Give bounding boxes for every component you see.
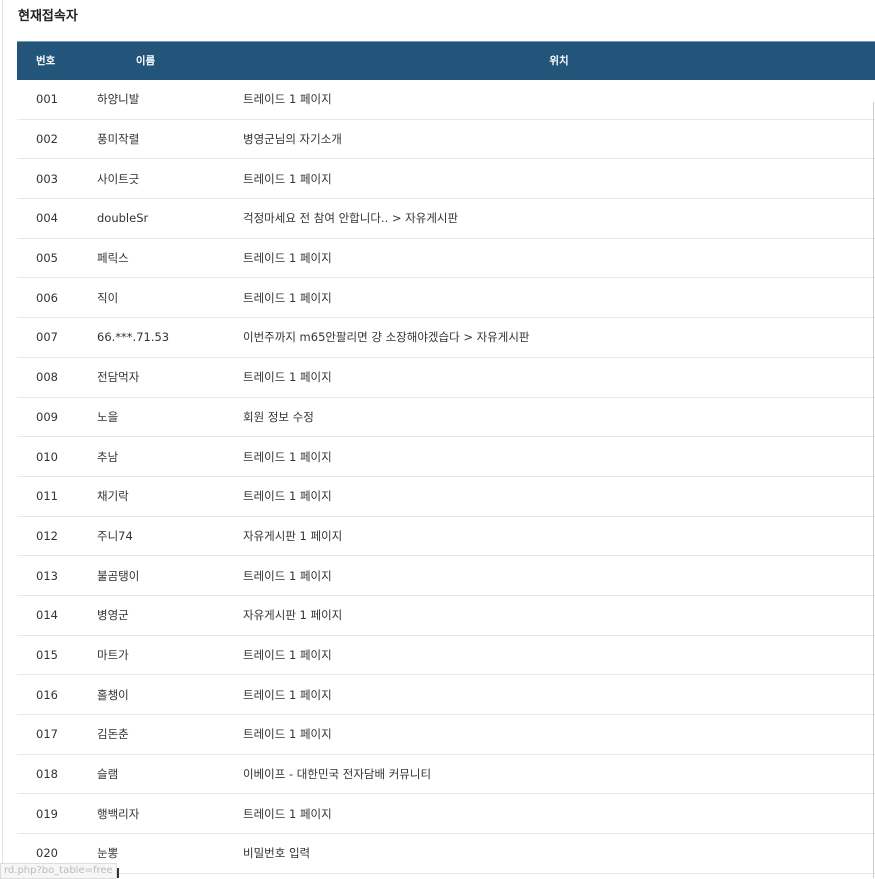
user-name[interactable]: 66.***.71.53 xyxy=(97,330,170,345)
table-row: 015 마트가 트레이드 1 페이지 xyxy=(17,635,875,675)
row-number: 015 xyxy=(36,647,58,662)
user-name[interactable]: 행백리자 xyxy=(97,806,140,821)
user-location[interactable]: 회원 정보 수정 xyxy=(243,409,314,424)
table-row: 008 전담먹자 트레이드 1 페이지 xyxy=(17,357,875,397)
table-row: 018 슬램 이베이프 - 대한민국 전자담배 커뮤니티 xyxy=(17,754,875,794)
table-row: 020 눈뽕 비밀번호 입력 xyxy=(17,834,875,874)
row-number: 013 xyxy=(36,568,58,583)
table-row: 010 추남 트레이드 1 페이지 xyxy=(17,437,875,477)
user-name[interactable]: 노을 xyxy=(97,409,119,424)
table-row: 012 주니74 자유게시판 1 페이지 xyxy=(17,516,875,556)
user-name[interactable]: 김돈춘 xyxy=(97,727,129,742)
user-location[interactable]: 트레이드 1 페이지 xyxy=(243,489,332,504)
scroll-edge xyxy=(873,102,874,878)
table-row: 017 김돈춘 트레이드 1 페이지 xyxy=(17,715,875,755)
user-name[interactable]: 홀챙이 xyxy=(97,687,129,702)
row-number: 018 xyxy=(36,767,58,782)
column-header-name: 이름 xyxy=(135,55,156,68)
table-row: 003 사이트긋 트레이드 1 페이지 xyxy=(17,159,875,199)
user-name[interactable]: 전담먹자 xyxy=(97,370,140,385)
user-name[interactable]: 풍미작렬 xyxy=(97,132,140,147)
row-number: 016 xyxy=(36,687,58,702)
row-number: 010 xyxy=(36,449,58,464)
page-title: 현재접속자 xyxy=(18,9,78,24)
table-row: 009 노을 회원 정보 수정 xyxy=(17,397,875,437)
user-location[interactable]: 트레이드 1 페이지 xyxy=(243,449,332,464)
user-location[interactable]: 비밀번호 입력 xyxy=(243,846,311,861)
table-row: 001 하양니발 트레이드 1 페이지 xyxy=(17,80,875,120)
row-number: 020 xyxy=(36,846,58,861)
table-row: 011 채기락 트레이드 1 페이지 xyxy=(17,476,875,517)
user-location[interactable]: 트레이드 1 페이지 xyxy=(243,727,332,742)
row-number: 002 xyxy=(36,132,58,147)
user-name[interactable]: 병영군 xyxy=(97,608,129,623)
table-row: 007 66.***.71.53 이번주까지 m65안팔리면 걍 소장해야겠습다 >… xyxy=(17,318,875,358)
status-bar-url: rd.php?bo_table=free xyxy=(0,863,117,879)
user-location[interactable]: 자유게시판 1 페이지 xyxy=(243,608,343,623)
user-location[interactable]: 자유게시판 1 페이지 xyxy=(243,528,343,543)
user-location[interactable]: 트레이드 1 페이지 xyxy=(243,568,332,583)
table-header: 번호 이름 위치 xyxy=(17,41,875,80)
user-name[interactable]: 불곰탱이 xyxy=(97,568,140,583)
user-name[interactable]: 슬램 xyxy=(97,767,119,782)
user-name[interactable]: 채기락 xyxy=(97,489,129,504)
user-name[interactable]: 하양니발 xyxy=(97,92,140,107)
row-number: 014 xyxy=(36,608,58,623)
row-number: 019 xyxy=(36,806,58,821)
column-header-num: 번호 xyxy=(36,55,56,68)
text-cursor xyxy=(117,868,119,878)
user-name[interactable]: 추남 xyxy=(97,449,119,464)
row-number: 001 xyxy=(36,92,58,107)
row-number: 005 xyxy=(36,251,58,266)
row-number: 012 xyxy=(36,528,58,543)
table-row: 016 홀챙이 트레이드 1 페이지 xyxy=(17,675,875,715)
column-header-location: 위치 xyxy=(549,55,569,68)
user-name[interactable]: 눈뽕 xyxy=(97,846,119,861)
table-row: 013 불곰탱이 트레이드 1 페이지 xyxy=(17,556,875,596)
row-number: 003 xyxy=(36,171,58,186)
user-location[interactable]: 트레이드 1 페이지 xyxy=(243,647,332,662)
page-border xyxy=(2,0,3,878)
table-row: 006 직이 트레이드 1 페이지 xyxy=(17,278,875,318)
row-number: 017 xyxy=(36,727,58,742)
row-number: 007 xyxy=(36,330,58,345)
user-location[interactable]: 걱정마세요 전 참여 안합니다.. > 자유게시판 xyxy=(243,211,459,226)
user-name[interactable]: doubleSr xyxy=(97,211,149,226)
user-location[interactable]: 이번주까지 m65안팔리면 걍 소장해야겠습다 > 자유게시판 xyxy=(243,330,530,345)
user-name[interactable]: 마트가 xyxy=(97,647,129,662)
user-name[interactable]: 주니74 xyxy=(97,528,133,543)
table-row: 002 풍미작렬 병영군님의 자기소개 xyxy=(17,119,875,159)
user-location[interactable]: 트레이드 1 페이지 xyxy=(243,92,332,107)
user-location[interactable]: 트레이드 1 페이지 xyxy=(243,171,332,186)
user-location[interactable]: 이베이프 - 대한민국 전자담배 커뮤니티 xyxy=(243,767,432,782)
row-number: 006 xyxy=(36,290,58,305)
user-location[interactable]: 병영군님의 자기소개 xyxy=(243,132,342,147)
user-name[interactable]: 페릭스 xyxy=(97,251,129,266)
current-users-table: 번호 이름 위치 001 하양니발 트레이드 1 페이지 002 풍미작렬 병영군님의 자… xyxy=(17,41,875,874)
user-location[interactable]: 트레이드 1 페이지 xyxy=(243,251,332,266)
row-number: 011 xyxy=(36,489,58,504)
user-location[interactable]: 트레이드 1 페이지 xyxy=(243,370,332,385)
user-name[interactable]: 사이트긋 xyxy=(97,171,140,186)
row-number: 008 xyxy=(36,370,58,385)
table-row: 005 페릭스 트레이드 1 페이지 xyxy=(17,238,875,278)
row-number: 004 xyxy=(36,211,58,226)
table-row: 004 doubleSr 걱정마세요 전 참여 안합니다.. > 자유게시판 xyxy=(17,199,875,239)
user-location[interactable]: 트레이드 1 페이지 xyxy=(243,687,332,702)
table-row: 019 행백리자 트레이드 1 페이지 xyxy=(17,794,875,834)
user-name[interactable]: 직이 xyxy=(97,290,119,305)
row-number: 009 xyxy=(36,409,58,424)
user-location[interactable]: 트레이드 1 페이지 xyxy=(243,806,332,821)
table-row: 014 병영군 자유게시판 1 페이지 xyxy=(17,595,875,636)
user-location[interactable]: 트레이드 1 페이지 xyxy=(243,290,332,305)
